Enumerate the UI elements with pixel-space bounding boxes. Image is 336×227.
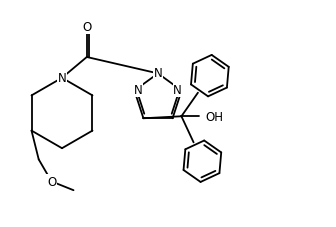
Text: N: N	[58, 72, 67, 85]
Text: N: N	[154, 67, 162, 80]
Text: O: O	[82, 21, 91, 34]
Text: OH: OH	[205, 110, 223, 123]
Text: N: N	[173, 84, 182, 97]
Text: O: O	[47, 175, 56, 188]
Text: N: N	[134, 84, 143, 97]
